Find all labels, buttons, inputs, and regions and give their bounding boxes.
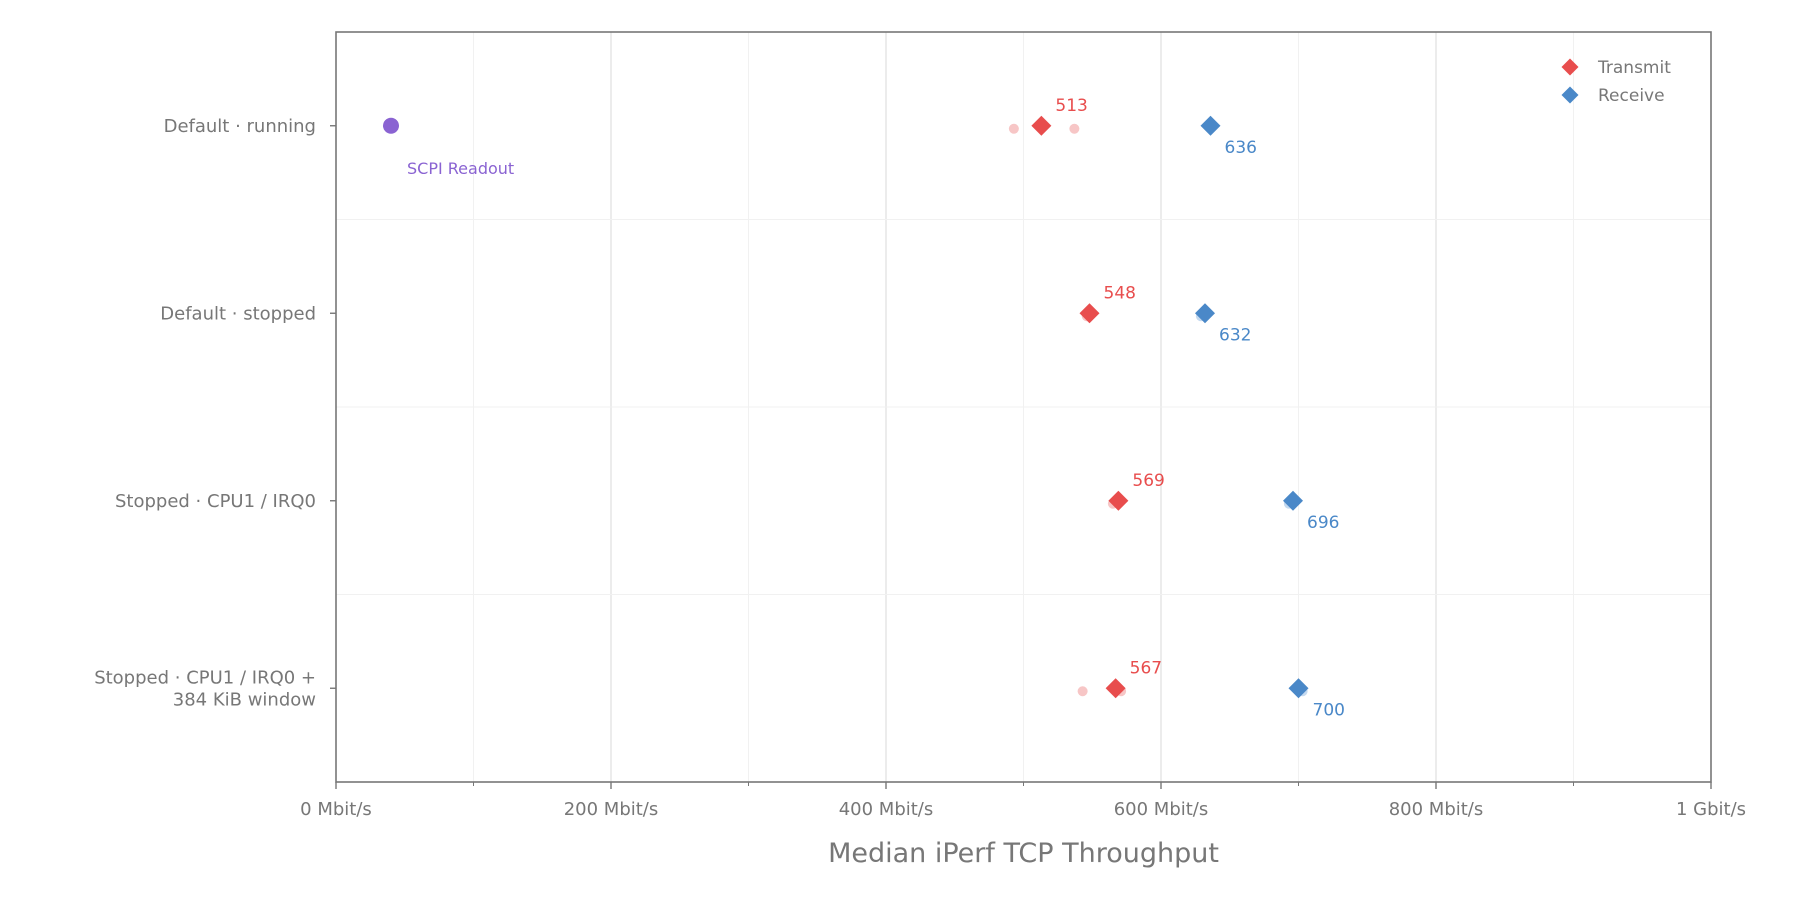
category-label: Stopped · CPU1 / IRQ0 + [94,667,316,688]
receive-median-marker [1200,115,1221,136]
transmit-trial-point [1008,123,1019,134]
category-label: Stopped · CPU1 / IRQ0 [115,491,316,512]
x-axis-title: Median iPerf TCP Throughput [828,838,1219,869]
legend-receive-label: Receive [1598,86,1665,106]
transmit-value-label: 567 [1130,658,1162,678]
x-tick-label: 600 Mbit/s [1114,799,1209,820]
x-tick-label: 0 Mbit/s [300,799,372,820]
transmit-median-marker [1108,490,1129,511]
category-label: Default · stopped [160,303,316,324]
category-label: 384 KiB window [173,689,316,710]
receive-value-label: 636 [1225,138,1257,158]
legend-receive-marker [1561,86,1579,104]
receive-median-marker [1288,678,1309,699]
transmit-value-label: 513 [1055,96,1087,116]
transmit-value-label: 569 [1132,471,1164,491]
transmit-trial-point [1077,686,1088,697]
transmit-median-marker [1031,115,1052,136]
legend-transmit-marker [1561,58,1579,76]
transmit-median-marker [1079,303,1100,324]
x-tick-label: 200 Mbit/s [564,799,659,820]
scpi-readout-label: SCPI Readout [407,159,514,178]
x-tick-label: 800 Mbit/s [1389,799,1484,820]
receive-value-label: 696 [1307,513,1339,533]
receive-value-label: 700 [1313,700,1345,720]
transmit-value-label: 548 [1104,283,1136,303]
receive-median-marker [1283,490,1303,511]
receive-value-label: 632 [1219,325,1251,345]
transmit-median-marker [1105,678,1126,699]
receive-median-marker [1195,303,1215,324]
scpi-readout-marker [383,117,399,134]
legend-transmit-label: Transmit [1597,58,1671,78]
x-tick-label: 400 Mbit/s [839,799,934,820]
transmit-trial-point [1069,123,1080,134]
category-label: Default · running [164,116,316,137]
x-tick-label: 1 Gbit/s [1676,799,1746,820]
